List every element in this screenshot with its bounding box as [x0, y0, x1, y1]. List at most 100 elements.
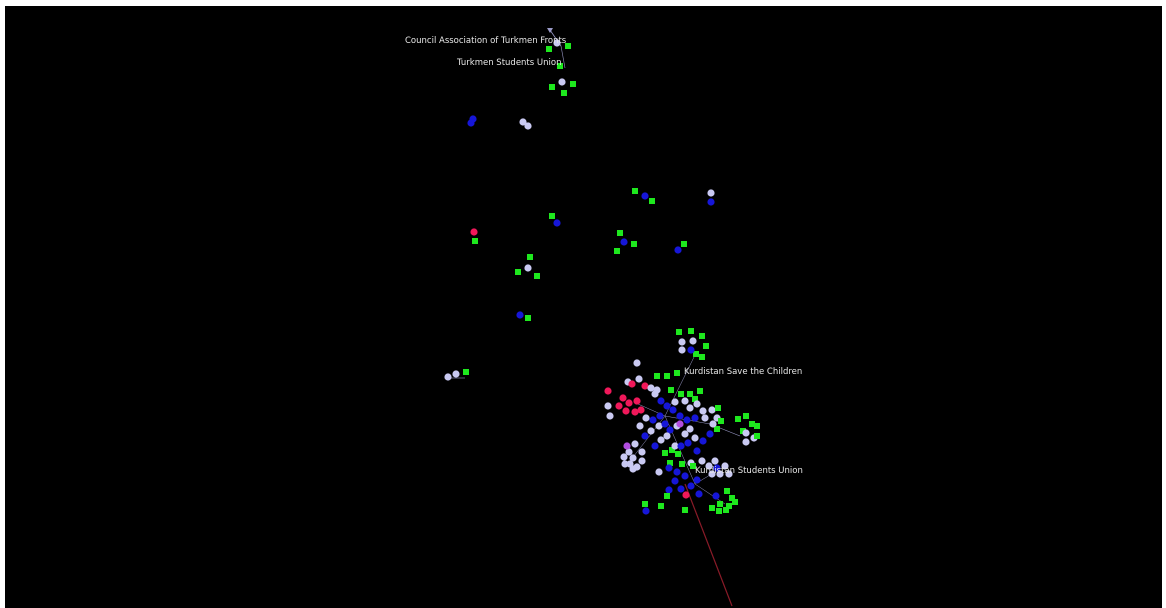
- label-turkmen-students-union[interactable]: Turkmen Students Union: [456, 58, 561, 68]
- green-square-node[interactable]: [754, 433, 760, 439]
- label-kurdistan-students-union[interactable]: Kurdistan Students Union: [695, 466, 803, 476]
- light-node[interactable]: [742, 429, 750, 437]
- green-square-node[interactable]: [668, 387, 674, 393]
- green-square-node[interactable]: [631, 241, 637, 247]
- green-square-node[interactable]: [740, 428, 746, 434]
- light-node[interactable]: [742, 438, 750, 446]
- blue-node[interactable]: [687, 482, 695, 490]
- blue-node[interactable]: [707, 198, 715, 206]
- blue-node[interactable]: [516, 311, 524, 319]
- pink-node[interactable]: [622, 407, 630, 415]
- green-square-node[interactable]: [723, 507, 729, 513]
- purple-node[interactable]: [623, 442, 631, 450]
- green-square-node[interactable]: [527, 254, 533, 260]
- green-square-node[interactable]: [718, 418, 724, 424]
- blue-node[interactable]: [669, 406, 677, 414]
- light-node[interactable]: [606, 412, 614, 420]
- pink-node[interactable]: [615, 402, 623, 410]
- blue-node[interactable]: [651, 442, 659, 450]
- blue-node[interactable]: [706, 430, 714, 438]
- label-council-association-of-turkmen-fronts[interactable]: Council Association of Turkmen Fronts: [405, 36, 567, 46]
- green-square-node[interactable]: [726, 503, 732, 509]
- light-node[interactable]: [709, 420, 717, 428]
- blue-node[interactable]: [681, 472, 689, 480]
- green-square-node[interactable]: [709, 505, 715, 511]
- green-square-node[interactable]: [557, 63, 563, 69]
- light-node[interactable]: [629, 454, 637, 462]
- green-square-node[interactable]: [679, 461, 685, 467]
- green-square-node[interactable]: [697, 388, 703, 394]
- light-node[interactable]: [681, 397, 689, 405]
- green-square-node[interactable]: [754, 423, 760, 429]
- green-square-node[interactable]: [692, 396, 698, 402]
- green-square-node[interactable]: [681, 241, 687, 247]
- light-node[interactable]: [651, 390, 659, 398]
- light-node[interactable]: [519, 118, 527, 126]
- blue-node[interactable]: [649, 416, 657, 424]
- light-node[interactable]: [629, 465, 637, 473]
- light-node[interactable]: [636, 422, 644, 430]
- blue-node[interactable]: [676, 412, 684, 420]
- green-square-node[interactable]: [699, 333, 705, 339]
- light-node[interactable]: [707, 189, 715, 197]
- label-kurdistan-save-the-children[interactable]: Kurdistan Save the Children: [684, 367, 802, 377]
- green-square-node[interactable]: [662, 450, 668, 456]
- blue-node[interactable]: [665, 486, 673, 494]
- light-node[interactable]: [725, 470, 733, 478]
- blue-node[interactable]: [712, 492, 720, 500]
- green-square-node[interactable]: [703, 343, 709, 349]
- light-node[interactable]: [638, 457, 646, 465]
- green-square-node[interactable]: [642, 501, 648, 507]
- light-node[interactable]: [444, 373, 452, 381]
- light-node[interactable]: [620, 453, 628, 461]
- light-node[interactable]: [678, 338, 686, 346]
- network-graph[interactable]: Council Association of Turkmen Fronts Tu…: [5, 6, 1162, 608]
- pink-node[interactable]: [625, 399, 633, 407]
- light-node[interactable]: [635, 375, 643, 383]
- light-node[interactable]: [671, 442, 679, 450]
- green-square-node[interactable]: [658, 503, 664, 509]
- green-square-node[interactable]: [463, 369, 469, 375]
- light-node[interactable]: [686, 404, 694, 412]
- green-square-node[interactable]: [699, 354, 705, 360]
- green-square-node[interactable]: [690, 463, 696, 469]
- green-square-node[interactable]: [632, 188, 638, 194]
- blue-node[interactable]: [693, 476, 701, 484]
- green-square-node[interactable]: [614, 248, 620, 254]
- light-node[interactable]: [711, 457, 719, 465]
- green-square-node[interactable]: [546, 46, 552, 52]
- light-node[interactable]: [655, 468, 663, 476]
- green-square-node[interactable]: [729, 495, 735, 501]
- green-square-node[interactable]: [664, 493, 670, 499]
- blue-node[interactable]: [553, 219, 561, 227]
- blue-node[interactable]: [641, 432, 649, 440]
- light-node[interactable]: [647, 427, 655, 435]
- pink-node[interactable]: [628, 380, 636, 388]
- green-square-node[interactable]: [732, 499, 738, 505]
- green-square-node[interactable]: [674, 370, 680, 376]
- pink-node[interactable]: [619, 394, 627, 402]
- light-node[interactable]: [693, 400, 701, 408]
- pink-node[interactable]: [631, 408, 639, 416]
- green-square-node[interactable]: [743, 413, 749, 419]
- green-square-node[interactable]: [649, 198, 655, 204]
- light-node[interactable]: [705, 462, 713, 470]
- blue-node[interactable]: [641, 192, 649, 200]
- blue-node[interactable]: [684, 439, 692, 447]
- blue-node[interactable]: [469, 115, 477, 123]
- light-node[interactable]: [698, 457, 706, 465]
- blue-node[interactable]: [693, 447, 701, 455]
- blue-node[interactable]: [683, 416, 691, 424]
- green-square-node[interactable]: [688, 328, 694, 334]
- green-square-node[interactable]: [667, 460, 673, 466]
- blue-node[interactable]: [657, 397, 665, 405]
- light-node[interactable]: [701, 414, 709, 422]
- light-node[interactable]: [716, 470, 724, 478]
- green-square-node[interactable]: [693, 351, 699, 357]
- blue-node[interactable]: [677, 485, 685, 493]
- light-node[interactable]: [638, 448, 646, 456]
- green-square-node[interactable]: [534, 273, 540, 279]
- blue-node[interactable]: [673, 468, 681, 476]
- blue-node[interactable]: [677, 442, 685, 450]
- green-square-node[interactable]: [561, 90, 567, 96]
